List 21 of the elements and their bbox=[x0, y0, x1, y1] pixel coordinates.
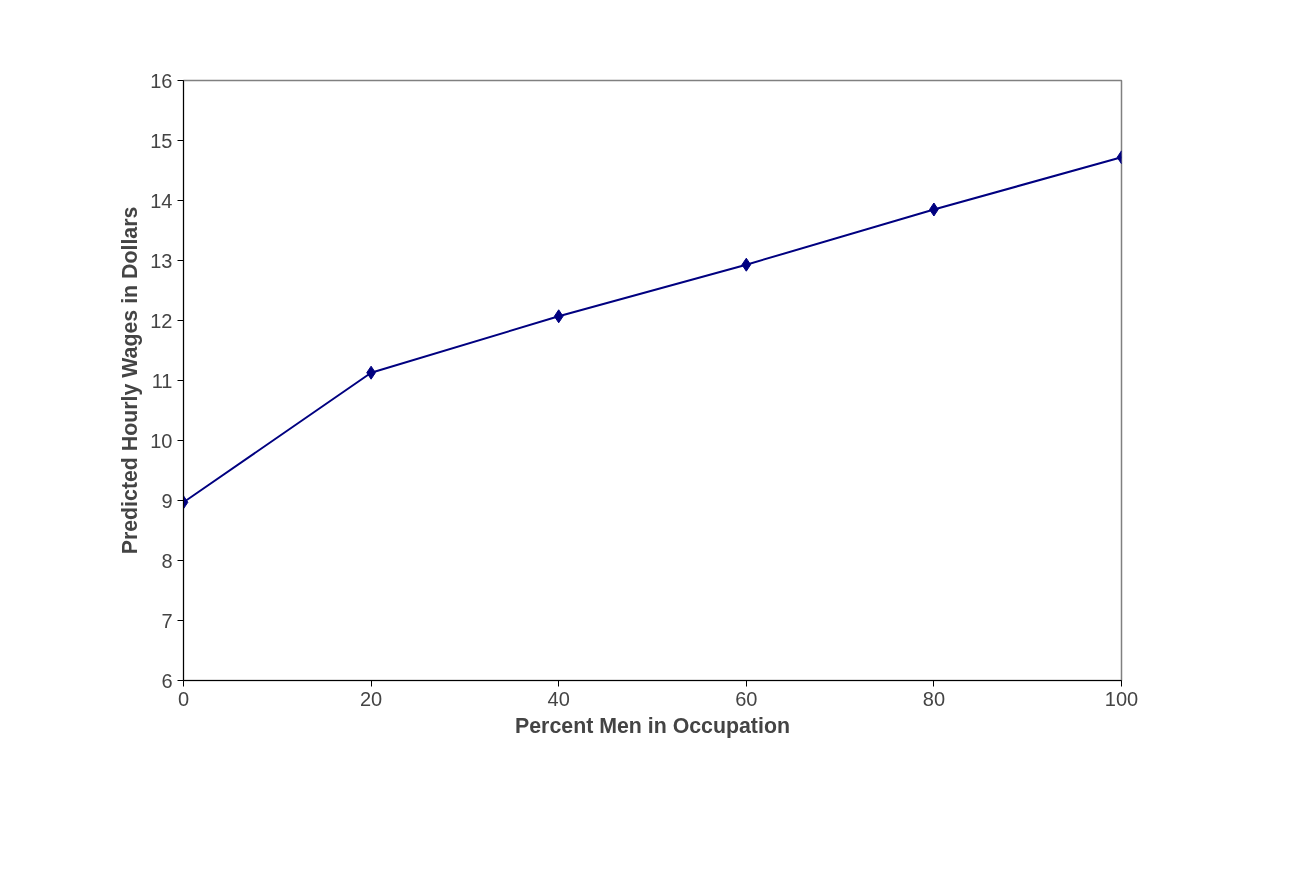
y-tick-label: 10 bbox=[150, 429, 173, 452]
point bbox=[741, 257, 752, 272]
x-axis-title: Percent Men in Occupation bbox=[515, 713, 790, 738]
y-tick-label: 8 bbox=[161, 549, 173, 572]
y-tick-label: 9 bbox=[161, 489, 173, 512]
y-tick-label: 11 bbox=[151, 369, 173, 392]
y-tick-label: 13 bbox=[150, 249, 173, 272]
y-tick-label: 6 bbox=[161, 669, 173, 692]
x-tick-label: 40 bbox=[547, 687, 570, 710]
x-tick-label: 60 bbox=[735, 687, 758, 710]
y-tick-label: 14 bbox=[150, 189, 173, 212]
x-tick-label: 0 bbox=[177, 687, 190, 710]
y-axis-title: Predicted Hourly Wages in Dollars bbox=[118, 206, 143, 555]
x-tick-label: 100 bbox=[1104, 687, 1139, 710]
point bbox=[553, 309, 564, 324]
x-tick-label: 20 bbox=[359, 687, 383, 710]
y-tick-label: 16 bbox=[150, 69, 173, 92]
y-tick-label: 7 bbox=[161, 609, 173, 632]
x-tick-label: 80 bbox=[922, 687, 946, 710]
y-tick-label: 15 bbox=[150, 129, 173, 152]
y-tick-label: 12 bbox=[150, 309, 173, 332]
